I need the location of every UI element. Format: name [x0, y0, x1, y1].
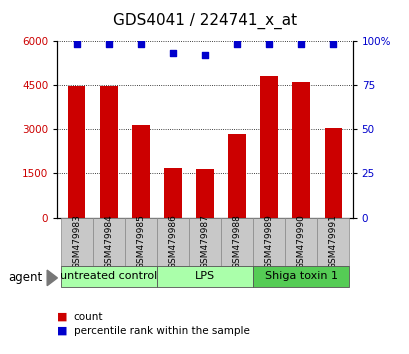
- Text: GSM479984: GSM479984: [104, 214, 113, 269]
- Text: GSM479987: GSM479987: [200, 214, 209, 269]
- Bar: [285, 218, 317, 266]
- Point: [297, 41, 304, 47]
- Bar: [292, 82, 309, 218]
- Bar: [196, 169, 213, 218]
- Bar: [252, 218, 285, 266]
- Bar: [67, 86, 85, 218]
- Bar: [61, 218, 92, 266]
- Text: GSM479986: GSM479986: [168, 214, 177, 269]
- Text: count: count: [74, 312, 103, 322]
- Bar: [61, 266, 157, 287]
- Bar: [164, 167, 181, 218]
- Point: [233, 41, 240, 47]
- Point: [265, 41, 272, 47]
- Point: [169, 50, 176, 56]
- Text: untreated control: untreated control: [60, 271, 157, 281]
- Bar: [157, 266, 252, 287]
- Text: GSM479988: GSM479988: [232, 214, 241, 269]
- Bar: [132, 125, 149, 218]
- Text: GSM479989: GSM479989: [264, 214, 273, 269]
- Text: percentile rank within the sample: percentile rank within the sample: [74, 326, 249, 336]
- Point: [329, 41, 336, 47]
- Text: GSM479985: GSM479985: [136, 214, 145, 269]
- Text: GSM479983: GSM479983: [72, 214, 81, 269]
- Text: agent: agent: [8, 272, 43, 284]
- Text: LPS: LPS: [194, 271, 215, 281]
- Text: ■: ■: [57, 326, 68, 336]
- Point: [73, 41, 80, 47]
- Point: [137, 41, 144, 47]
- Text: GSM479990: GSM479990: [296, 214, 305, 269]
- Bar: [317, 218, 348, 266]
- Text: Shiga toxin 1: Shiga toxin 1: [264, 271, 337, 281]
- Point: [201, 52, 208, 58]
- Text: ■: ■: [57, 312, 68, 322]
- Bar: [92, 218, 124, 266]
- Bar: [220, 218, 252, 266]
- Bar: [100, 86, 117, 218]
- Bar: [260, 76, 277, 218]
- Bar: [228, 133, 245, 218]
- Point: [105, 41, 112, 47]
- Text: GSM479991: GSM479991: [328, 214, 337, 269]
- Bar: [252, 266, 348, 287]
- Text: GDS4041 / 224741_x_at: GDS4041 / 224741_x_at: [112, 12, 297, 29]
- Bar: [324, 128, 342, 218]
- Bar: [157, 218, 189, 266]
- Bar: [124, 218, 157, 266]
- Bar: [189, 218, 220, 266]
